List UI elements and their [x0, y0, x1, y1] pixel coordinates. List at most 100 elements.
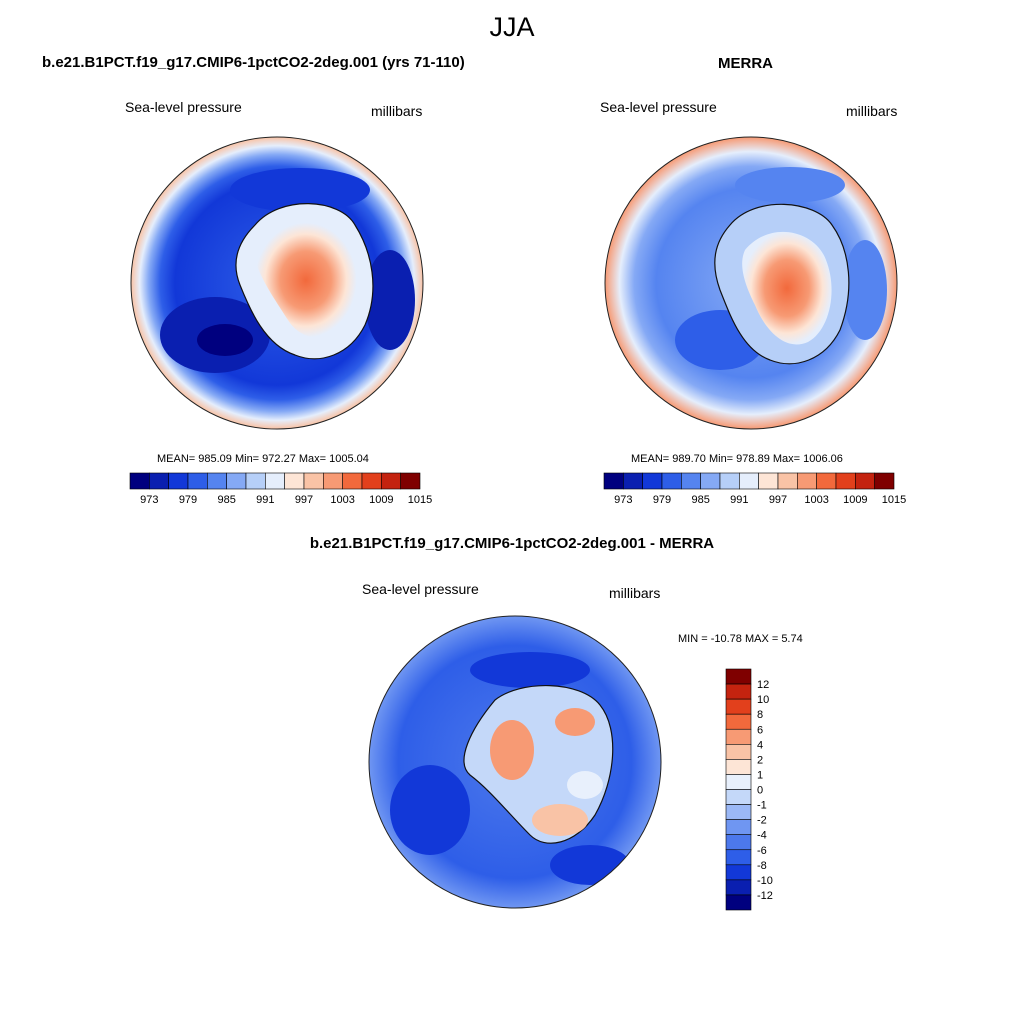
model-colorbar-cell	[381, 472, 401, 490]
obs-low-east	[843, 240, 887, 340]
diff-colorbar-cell	[725, 728, 752, 745]
obs-colorbar-cell	[835, 472, 856, 490]
model-colorbar-cell	[245, 472, 266, 490]
model-colorbar-tick-label: 997	[295, 494, 313, 506]
model-map	[130, 136, 424, 430]
model-high-pressure	[255, 222, 357, 338]
model-colorbar-tick-label: 973	[140, 494, 158, 506]
panel-model-units-label: millibars	[371, 103, 423, 119]
diff-positive-1	[490, 720, 534, 780]
figure-title: JJA	[489, 12, 535, 42]
obs-high-pressure	[742, 231, 832, 345]
model-colorbar-cell	[265, 472, 285, 490]
model-colorbar: 973 979 985 991 997 1003 1009 1015	[129, 472, 432, 506]
diff-colorbar-tick-label: 1	[757, 769, 763, 781]
diff-colorbar-cell	[725, 789, 752, 805]
model-low-east	[365, 250, 415, 350]
diff-map	[368, 615, 662, 909]
diff-colorbar-tick-label: 8	[757, 709, 763, 721]
diff-colorbar-cell	[725, 849, 752, 866]
diff-colorbar-tick-label: -8	[757, 860, 767, 872]
obs-colorbar-tick-label: 985	[691, 494, 709, 506]
obs-colorbar-cell	[719, 472, 740, 490]
obs-colorbar-tick-label: 997	[769, 494, 787, 506]
panel-model-variable-label: Sea-level pressure	[125, 99, 242, 115]
diff-colorbar-cell	[725, 819, 752, 835]
diff-colorbar-tick-label: 6	[757, 724, 763, 736]
model-colorbar-tick-label: 979	[179, 494, 197, 506]
model-colorbar-cell	[284, 472, 305, 490]
diff-positive-3	[532, 804, 588, 836]
obs-low-north	[735, 167, 845, 203]
model-colorbar-tick-label: 985	[217, 494, 235, 506]
panel-obs-variable-label: Sea-level pressure	[600, 99, 717, 115]
diff-colorbar-tick-label: 10	[757, 694, 769, 706]
diff-colorbar-cell	[725, 713, 752, 730]
obs-colorbar-cell	[623, 472, 643, 490]
obs-colorbar-tick-label: 973	[614, 494, 632, 506]
obs-colorbar-cell	[700, 472, 721, 490]
diff-colorbar-cell	[725, 879, 752, 896]
panel-diff-stats: MIN = -10.78 MAX = 5.74	[678, 633, 803, 645]
panel-obs-stats: MEAN= 989.70 Min= 978.89 Max= 1006.06	[631, 453, 843, 465]
model-low-core	[197, 324, 253, 356]
model-colorbar-tick-label: 1003	[330, 494, 354, 506]
diff-low-west	[390, 765, 470, 855]
model-colorbar-cell	[187, 472, 208, 490]
model-colorbar-cell	[129, 472, 150, 490]
obs-colorbar-cell	[816, 472, 837, 490]
obs-colorbar-tick-label: 1009	[843, 494, 867, 506]
model-map-border	[130, 136, 424, 430]
diff-colorbar-cell	[725, 683, 752, 700]
obs-colorbar-cell	[758, 472, 779, 490]
panel-diff-units-label: millibars	[609, 585, 661, 601]
model-colorbar-cell	[342, 472, 363, 490]
obs-colorbar-cell	[642, 472, 663, 490]
diff-colorbar-tick-label: -4	[757, 830, 767, 842]
model-colorbar-tick-label: 991	[256, 494, 274, 506]
panel-obs-units-label: millibars	[846, 103, 898, 119]
model-colorbar-cell	[149, 472, 169, 490]
diff-colorbar-cell	[725, 698, 752, 715]
diff-colorbar-cell	[725, 759, 752, 775]
diff-colorbar-tick-label: 12	[757, 679, 769, 691]
model-colorbar-tick-label: 1015	[408, 494, 432, 506]
model-colorbar-cell	[226, 472, 247, 490]
diff-colorbar-tick-label: -2	[757, 815, 767, 827]
diff-colorbar-tick-label: -6	[757, 845, 767, 857]
panel-model-stats: MEAN= 985.09 Min= 972.27 Max= 1005.04	[157, 453, 369, 465]
obs-colorbar-tick-label: 991	[730, 494, 748, 506]
diff-colorbar-tick-label: -10	[757, 875, 773, 887]
diff-colorbar-cell	[725, 668, 752, 685]
diff-map-border	[368, 615, 662, 909]
panel-diff-variable-label: Sea-level pressure	[362, 581, 479, 597]
model-colorbar-cell	[207, 472, 227, 490]
obs-colorbar-tick-label: 1003	[804, 494, 828, 506]
diff-colorbar-tick-label: 0	[757, 785, 763, 797]
obs-map	[604, 136, 898, 430]
obs-colorbar-cell	[681, 472, 701, 490]
diff-colorbar-cell	[725, 864, 752, 881]
obs-colorbar-cell	[855, 472, 875, 490]
diff-colorbar-cell	[725, 774, 752, 790]
obs-colorbar-tick-label: 979	[653, 494, 671, 506]
panel-obs-title: MERRA	[718, 55, 773, 72]
diff-colorbar-tick-label: 2	[757, 754, 763, 766]
obs-colorbar-cell	[661, 472, 682, 490]
model-colorbar-cell	[323, 472, 343, 490]
diff-colorbar-cell	[725, 894, 752, 911]
diff-colorbar-tick-label: -12	[757, 890, 773, 902]
model-colorbar-tick-label: 1009	[369, 494, 393, 506]
model-low-north	[230, 168, 370, 212]
diff-positive-2	[555, 708, 595, 736]
diff-low-north	[470, 652, 590, 688]
obs-colorbar-cell	[874, 472, 895, 490]
diff-colorbar-tick-label: 4	[757, 739, 763, 751]
obs-colorbar-tick-label: 1015	[882, 494, 906, 506]
obs-colorbar-cell	[797, 472, 817, 490]
model-colorbar-cell	[303, 472, 324, 490]
diff-colorbar-cell	[725, 834, 752, 851]
obs-colorbar-cell	[603, 472, 624, 490]
